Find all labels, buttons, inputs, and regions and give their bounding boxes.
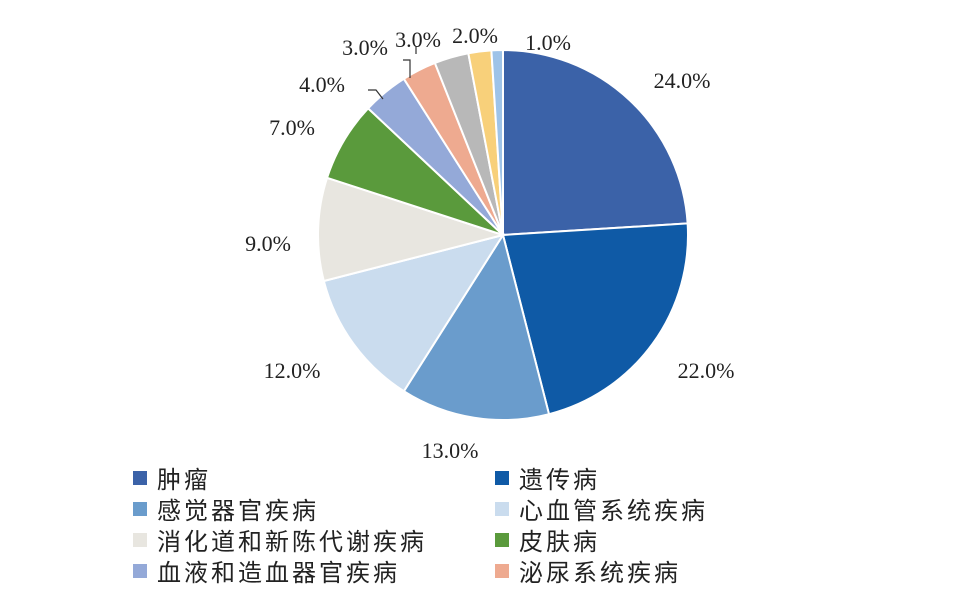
- legend-label: 皮肤病: [519, 528, 600, 556]
- legend-swatch: [495, 563, 509, 578]
- legend-item: 肿瘤: [133, 462, 495, 494]
- data-label: 4.0%: [299, 72, 345, 97]
- legend-label: 感觉器官疾病: [157, 497, 319, 525]
- leader-line: [368, 89, 384, 100]
- legend-swatch: [133, 563, 147, 578]
- pie-slices: [317, 48, 689, 421]
- data-label: 2.0%: [452, 23, 498, 48]
- data-label: 3.0%: [395, 27, 441, 52]
- data-label: 3.0%: [342, 35, 388, 60]
- pie-slice: [501, 222, 689, 416]
- legend-item: 消化道和新陈代谢疾病: [133, 524, 495, 556]
- legend-swatch: [133, 532, 147, 547]
- legend-label: 泌尿系统疾病: [519, 559, 681, 587]
- legend-swatch: [133, 501, 147, 516]
- legend-label: 肿瘤: [157, 466, 211, 494]
- pie-slice: [322, 233, 506, 393]
- legend-item: 感觉器官疾病: [133, 493, 495, 525]
- legend: 肿瘤 遗传病 感觉器官疾病 心血管系统疾病 消化道和新陈代谢疾病 皮肤病 血液和…: [133, 462, 853, 592]
- legend-label: 消化道和新陈代谢疾病: [157, 528, 427, 556]
- data-labels: 24.0% 22.0% 13.0% 12.0% 9.0% 7.0% 4.0% 3.0% 3.0%…: [245, 23, 734, 463]
- leader-line: [403, 59, 411, 78]
- data-label: 12.0%: [264, 358, 321, 383]
- legend-swatch: [495, 501, 509, 516]
- legend-label: 心血管系统疾病: [519, 497, 708, 525]
- data-label: 13.0%: [422, 438, 479, 463]
- pie-slice: [317, 176, 507, 283]
- legend-swatch: [495, 470, 509, 485]
- data-label: 1.0%: [525, 30, 571, 55]
- legend-swatch: [133, 470, 147, 485]
- data-label: 22.0%: [678, 358, 735, 383]
- legend-swatch: [495, 532, 509, 547]
- legend-item: 皮肤病: [495, 524, 825, 556]
- legend-item: 泌尿系统疾病: [495, 555, 825, 587]
- pie-slice: [502, 48, 689, 237]
- legend-item: 遗传病: [495, 462, 825, 494]
- data-label: 7.0%: [269, 115, 315, 140]
- legend-item: 心血管系统疾病: [495, 493, 825, 525]
- legend-label: 血液和造血器官疾病: [157, 559, 400, 587]
- data-label: 24.0%: [654, 68, 711, 93]
- pie-slice: [402, 232, 551, 421]
- legend-label: 遗传病: [519, 466, 600, 494]
- pie-slice: [490, 48, 504, 236]
- leader-lines: [368, 46, 417, 100]
- legend-item: 血液和造血器官疾病: [133, 555, 495, 587]
- data-label: 9.0%: [245, 231, 291, 256]
